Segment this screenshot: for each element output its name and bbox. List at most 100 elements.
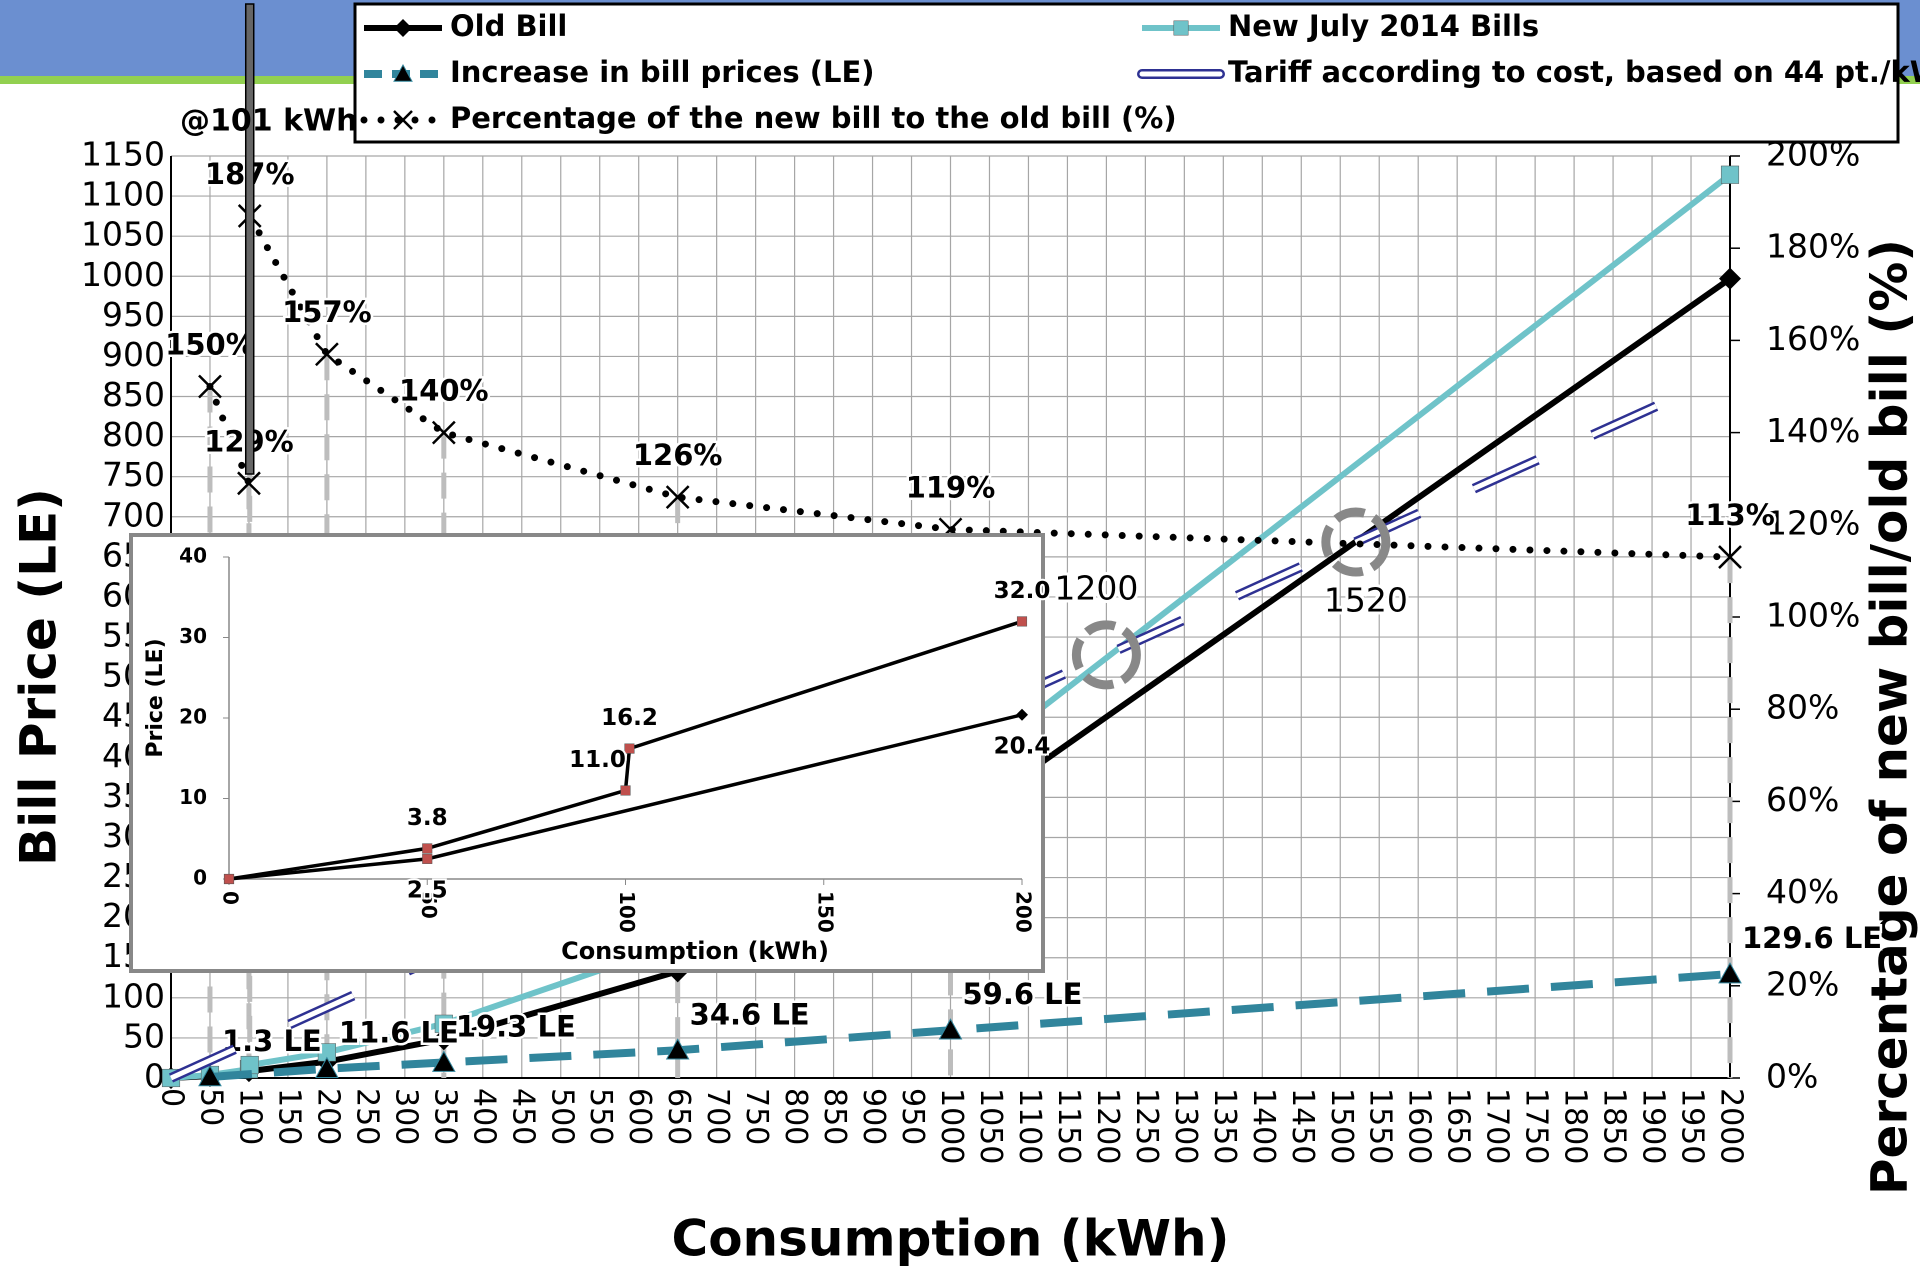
- y-tick-label: 700: [102, 495, 165, 534]
- x-tick-label: 1250: [1129, 1088, 1164, 1164]
- x-tick-label: 900: [856, 1088, 891, 1145]
- x-tick-label: 1500: [1324, 1088, 1359, 1164]
- marker: [624, 743, 635, 754]
- x-tick-label: 1300: [1168, 1088, 1203, 1164]
- marker: [1016, 708, 1028, 721]
- y2-axis-title: Percentage of new bill/old bill (%): [1861, 239, 1919, 1195]
- data-label: 140%: [399, 374, 489, 408]
- x-tick-label: 650: [661, 1088, 696, 1145]
- y-tick-label: 30: [179, 624, 207, 648]
- y2-tick-label: 180%: [1766, 227, 1860, 266]
- legend: [353, 2, 1900, 144]
- legend-items: Old Bill New July 2014 Bills Increase in b…: [360, 9, 1920, 135]
- x-tick-label: 1100: [1012, 1088, 1047, 1164]
- x-tick-label: 150: [271, 1088, 306, 1145]
- marker: [394, 19, 412, 37]
- y2-tick-label: 160%: [1766, 319, 1860, 358]
- y2-tick-label: 120%: [1766, 503, 1860, 542]
- data-label: 32.0: [994, 578, 1051, 604]
- marker: [1720, 165, 1740, 184]
- x-tick-label: 0: [155, 1088, 190, 1107]
- x-tick-label: 0: [219, 891, 243, 905]
- x-tick-label: 1750: [1519, 1088, 1554, 1164]
- marker: [1718, 962, 1742, 984]
- x-axis-title: Consumption (kWh): [672, 1210, 1230, 1268]
- x-tick-label: 2000: [1714, 1088, 1749, 1164]
- x-tick-label: 1800: [1558, 1088, 1593, 1164]
- marker: [223, 873, 235, 885]
- marker: [1718, 545, 1742, 569]
- x-tick-label: 350: [427, 1088, 462, 1145]
- x-tick-label: 50: [193, 1088, 228, 1126]
- marker: [665, 485, 690, 510]
- x-tick-label: 550: [583, 1088, 618, 1145]
- y-tick-label: 1050: [81, 215, 165, 254]
- x-tick-label: 1650: [1441, 1088, 1476, 1164]
- y-tick-label: 20: [179, 705, 207, 729]
- y-tick-label: 900: [102, 335, 165, 374]
- marker: [1016, 616, 1028, 627]
- crossing-circle: [1071, 620, 1141, 690]
- x-tick-label: 850: [817, 1088, 852, 1145]
- marker: [1173, 20, 1189, 36]
- x-tick-label: 1700: [1480, 1088, 1515, 1164]
- x-tick-label: 400: [466, 1088, 501, 1145]
- marker: [422, 853, 433, 864]
- marker: [1719, 267, 1741, 290]
- x-tick-label: 450: [505, 1088, 540, 1145]
- data-label: 3.8: [407, 805, 448, 831]
- data-label: 157%: [282, 295, 372, 329]
- marker: [198, 374, 222, 399]
- data-label: 59.6 LE: [963, 977, 1083, 1011]
- x-tick-label: 100: [615, 891, 639, 933]
- series-line: [206, 202, 1734, 561]
- data-label: 34.6 LE: [690, 997, 810, 1031]
- x-tick-label: 1350: [1207, 1088, 1242, 1164]
- legend-label: Percentage of the new bill to the old bi…: [450, 101, 1177, 135]
- x-tick-label: 500: [544, 1088, 579, 1145]
- y2-tick-label: 60%: [1766, 780, 1839, 819]
- marker: [315, 342, 339, 367]
- marker: [198, 1064, 222, 1087]
- y-tick-label: 850: [102, 375, 165, 414]
- x-tick-label: 1200: [1090, 1088, 1125, 1164]
- y2-tick-label: 80%: [1766, 688, 1839, 727]
- x-tick-label: 200: [310, 1088, 345, 1145]
- data-label: 16.2: [601, 705, 658, 731]
- x-tick-label: 1150: [1051, 1088, 1086, 1164]
- y-tick-label: 800: [102, 415, 165, 454]
- y-tick-label: 1100: [81, 175, 165, 214]
- annotation: @101 kWh: [180, 104, 357, 139]
- x-axis-title: Consumption (kWh): [561, 937, 829, 965]
- x-tick-label: 1600: [1402, 1088, 1437, 1164]
- legend-label: Old Bill: [450, 9, 567, 43]
- marker: [315, 1056, 339, 1078]
- data-label: 113%: [1685, 498, 1775, 532]
- x-tick-label: 600: [622, 1088, 657, 1145]
- marker: [432, 1028, 455, 1051]
- data-label: 20.4: [994, 733, 1051, 759]
- legend-label: Increase in bill prices (LE): [450, 55, 875, 89]
- data-label: 119%: [906, 470, 996, 504]
- x-tick-label: 1950: [1675, 1088, 1710, 1164]
- data-label: 11.0: [569, 747, 626, 773]
- x-tick-label: 50: [417, 891, 441, 919]
- legend-label: Tariff according to cost, based on 44 pt…: [1228, 55, 1920, 89]
- y2-tick-label: 40%: [1766, 872, 1839, 911]
- x-tick-label: 200: [1012, 891, 1036, 933]
- y2-tick-label: 140%: [1766, 411, 1860, 450]
- data-label: 1.3 LE: [222, 1024, 322, 1058]
- data-label: 11.6 LE: [339, 1016, 459, 1050]
- marker: [393, 63, 413, 82]
- y-tick-label: 10: [179, 785, 207, 809]
- x-tick-label: 800: [778, 1088, 813, 1145]
- inset-chart: 0 50 100 150 200 0 10 20 30 40 Consumption (kWh) Pr…: [129, 533, 1052, 973]
- y-tick-label: 1000: [81, 255, 165, 294]
- y-tick-label: 100: [102, 976, 165, 1015]
- x-tick-label: 100: [232, 1088, 267, 1145]
- y-tick-label: 1150: [81, 135, 165, 174]
- x-tick-label: 1550: [1363, 1088, 1398, 1164]
- crossing-label: 1200: [1054, 568, 1138, 607]
- annotation-bar: [244, 3, 255, 475]
- marker: [237, 471, 261, 496]
